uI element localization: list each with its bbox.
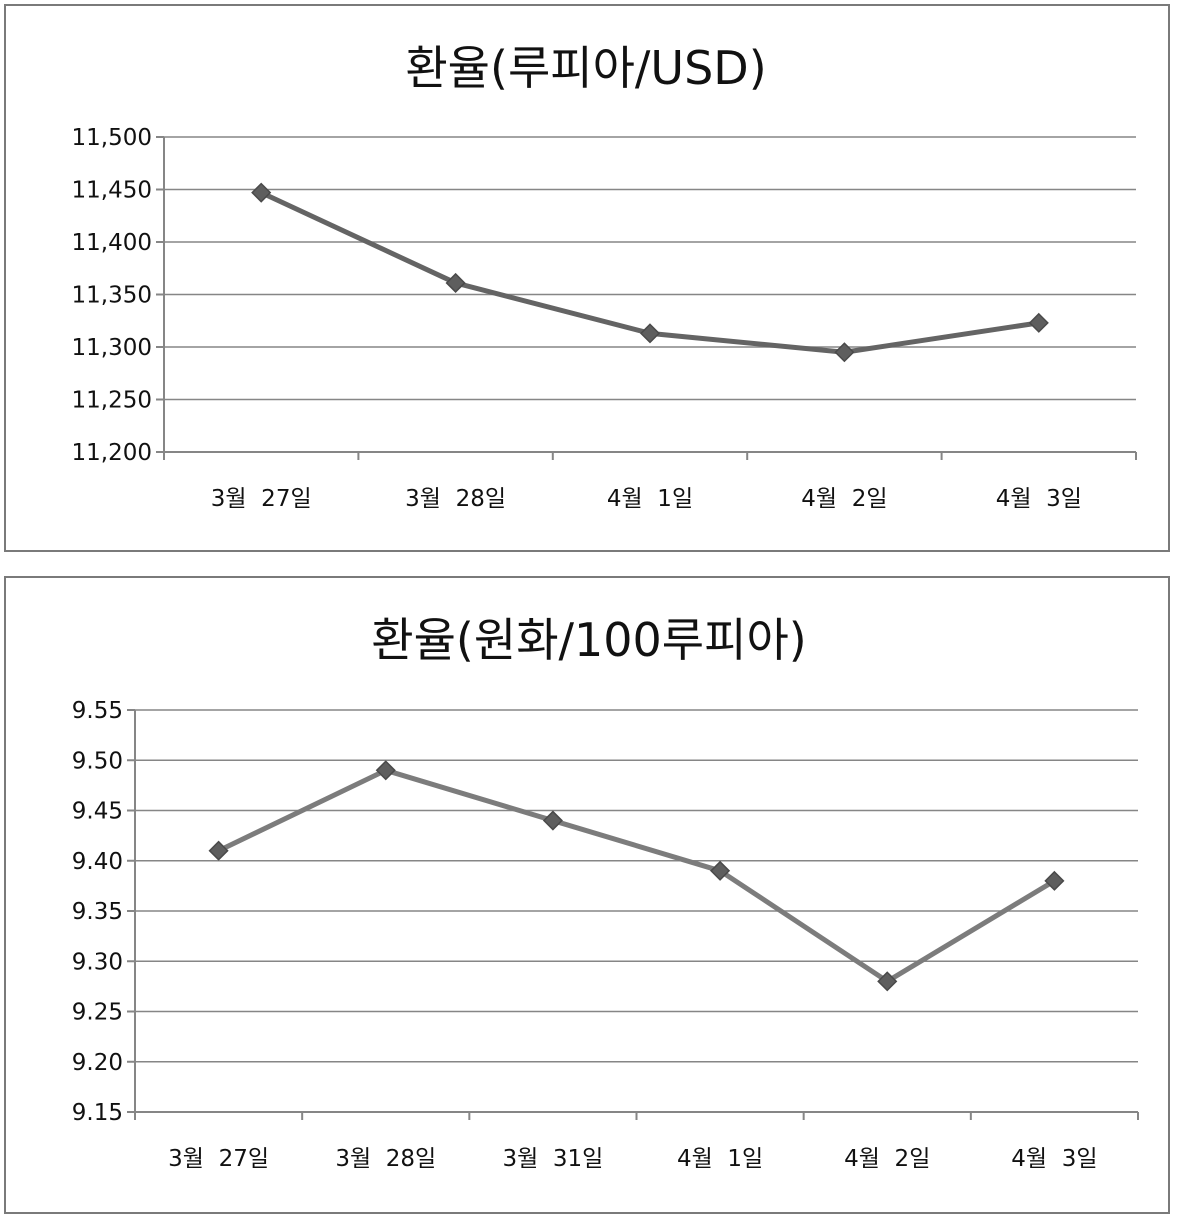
series-line <box>216 767 1057 984</box>
x-tick-label: 4월 2일 <box>801 486 887 512</box>
chart-title: 환율(루피아/USD) <box>405 41 766 95</box>
x-tick-label: 3월 28일 <box>335 1146 436 1172</box>
data-point-marker <box>639 323 661 344</box>
y-tick-label: 11,500 <box>72 125 152 151</box>
x-tick-label: 4월 3일 <box>996 486 1082 512</box>
x-tick-label: 3월 28일 <box>405 486 506 512</box>
y-tick-label: 9.50 <box>72 748 123 774</box>
y-tick-label: 11,350 <box>72 283 152 309</box>
data-point-marker <box>710 860 731 881</box>
y-tick-label: 9.20 <box>72 1050 123 1076</box>
y-tick-label: 9.45 <box>72 799 123 825</box>
x-tick-label: 3월 31일 <box>502 1146 603 1172</box>
x-tick-label: 4월 1일 <box>677 1146 763 1172</box>
won-rupiah-chart: 환율(원화/100루피아) 9.15 9.20 9.25 9.30 9.35 9.40 9.4… <box>72 613 1139 1172</box>
data-point-marker <box>834 342 855 363</box>
y-tick-label: 11,450 <box>72 178 152 204</box>
data-point-marker <box>1044 870 1065 891</box>
y-tick-label: 9.30 <box>72 949 123 975</box>
y-tick-label: 9.55 <box>72 698 123 724</box>
usd-rupiah-chart-panel: 환율(루피아/USD) 11,200 11,250 11,300 11,350 11,40… <box>4 4 1170 552</box>
usd-rupiah-chart: 환율(루피아/USD) 11,200 11,250 11,300 11,350 11,40… <box>72 41 1137 512</box>
x-tick-label: 4월 2일 <box>844 1146 930 1172</box>
data-point-marker <box>375 760 396 781</box>
x-tick-label: 4월 1일 <box>607 486 693 512</box>
data-point-marker <box>1028 312 1049 333</box>
chart-title: 환율(원화/100루피아) <box>371 613 806 667</box>
data-point-marker <box>877 971 898 992</box>
y-tick-label: 9.35 <box>72 899 123 925</box>
y-tick-label: 11,400 <box>72 230 152 256</box>
y-tick-label: 9.25 <box>72 1000 123 1026</box>
y-tick-label: 9.15 <box>72 1100 123 1126</box>
y-tick-label: 9.40 <box>72 849 123 875</box>
y-tick-label: 11,250 <box>72 388 152 414</box>
data-point-marker <box>208 840 229 861</box>
x-tick-label: 4월 3일 <box>1011 1146 1097 1172</box>
x-tick-label: 3월 27일 <box>211 486 312 512</box>
data-point-marker <box>251 182 272 203</box>
y-tick-label: 11,300 <box>72 335 152 361</box>
y-tick-label: 11,200 <box>72 440 152 466</box>
data-point-marker <box>445 272 466 294</box>
won-rupiah-chart-panel: 환율(원화/100루피아) 9.15 9.20 9.25 9.30 9.35 9.40 9.4… <box>4 576 1170 1214</box>
data-point-marker <box>542 810 563 831</box>
x-tick-label: 3월 27일 <box>168 1146 269 1172</box>
